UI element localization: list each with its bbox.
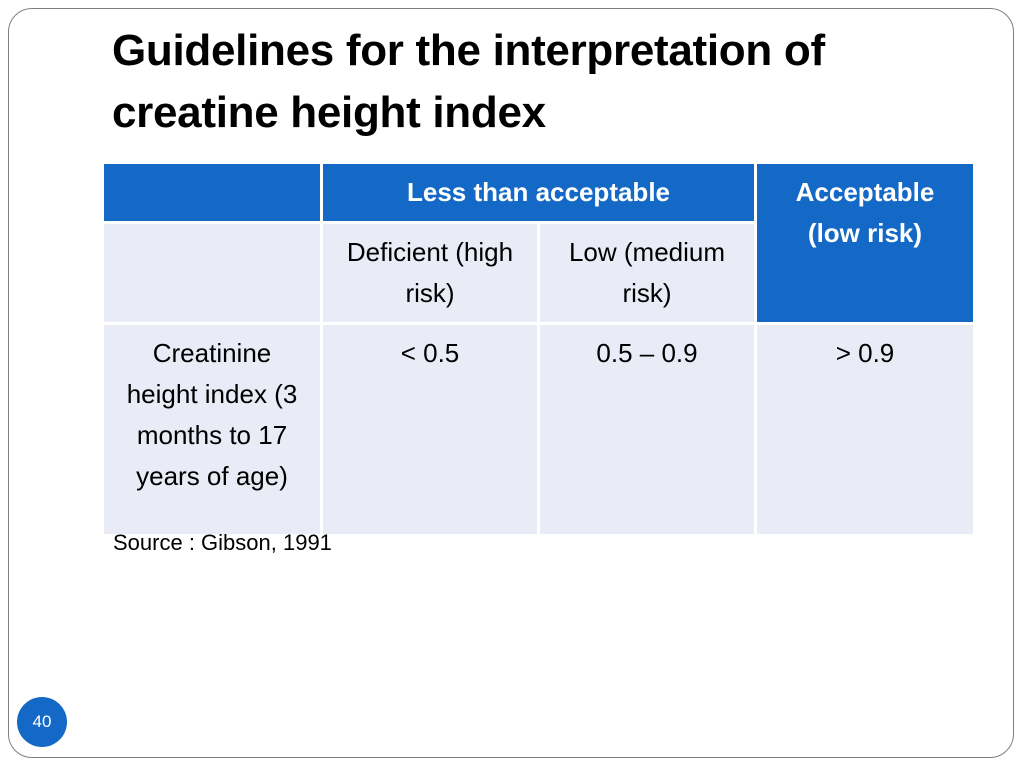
subheader-low: Low (medium risk) <box>537 221 757 325</box>
subheader-empty-cell <box>101 221 323 325</box>
table-header-row: Less than acceptable Acceptable (low ris… <box>101 161 976 325</box>
slide-title: Guidelines for the interpretation of cre… <box>112 26 825 137</box>
value-deficient: < 0.5 <box>320 322 540 537</box>
header-empty-cell <box>101 161 323 224</box>
source-note: Source : Gibson, 1991 <box>113 530 332 555</box>
value-low: 0.5 – 0.9 <box>537 322 757 537</box>
header-less-than-acceptable: Less than acceptable <box>320 161 757 224</box>
subheader-deficient: Deficient (high risk) <box>320 221 540 325</box>
table-row: Creatinine height index (3 months to 17 … <box>101 322 976 537</box>
header-acceptable: Acceptable (low risk) <box>754 161 976 325</box>
value-acceptable: > 0.9 <box>754 322 976 537</box>
page-number-badge: 40 <box>17 697 67 747</box>
table-subheader-row: Deficient (high risk) Low (medium risk) <box>101 221 975 325</box>
criteria-table: Less than acceptable Acceptable (low ris… <box>101 161 976 537</box>
row-label: Creatinine height index (3 months to 17 … <box>101 322 323 537</box>
